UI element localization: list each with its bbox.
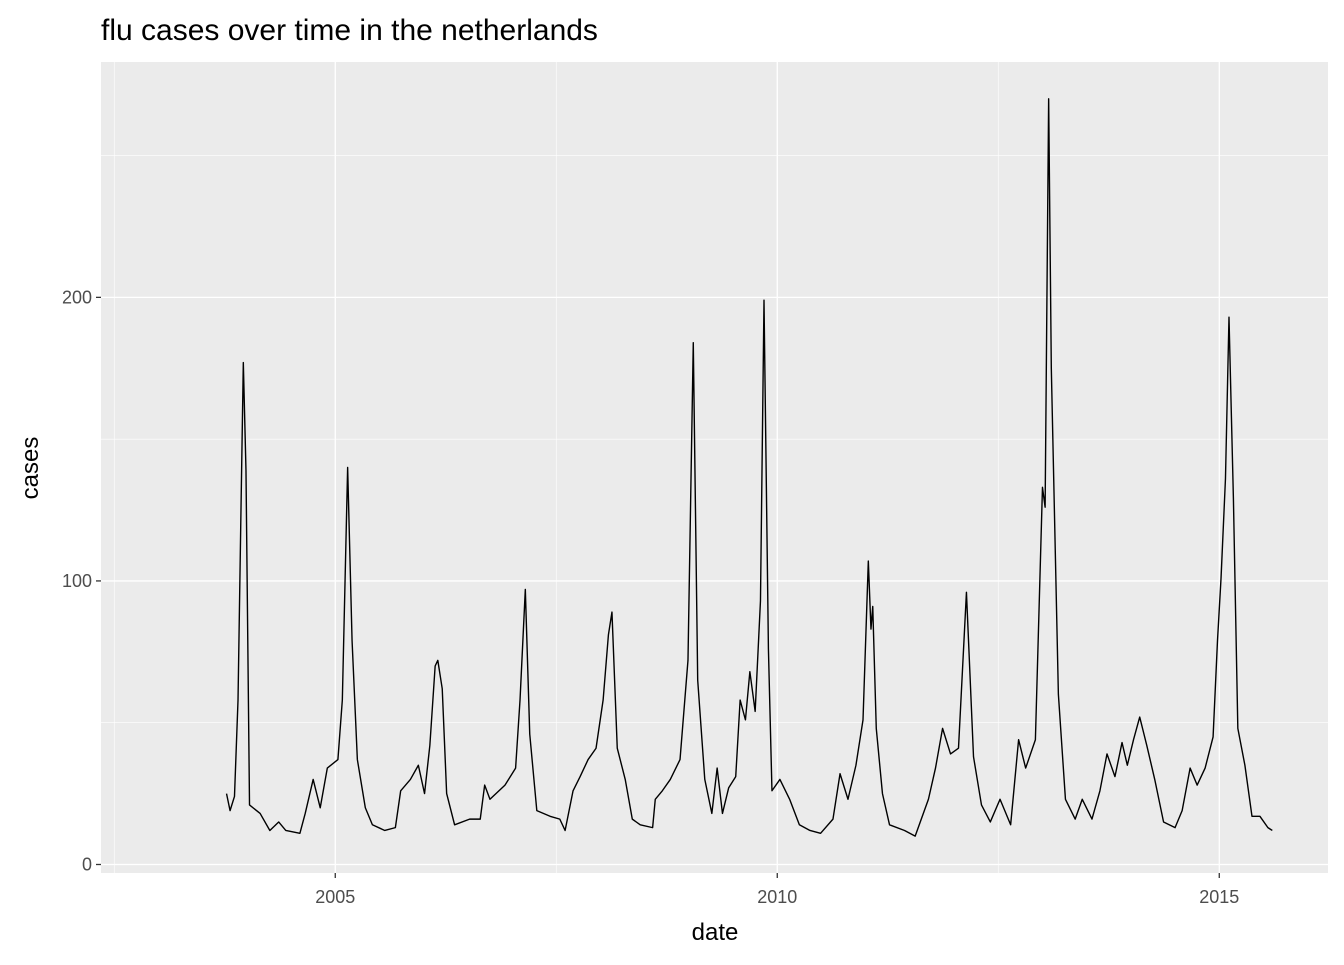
y-tick-label: 100	[62, 571, 92, 591]
chart-title: flu cases over time in the netherlands	[101, 14, 598, 47]
x-tick-label: 2005	[315, 887, 355, 907]
y-tick-label: 0	[82, 854, 92, 874]
y-tick-label: 200	[62, 287, 92, 307]
line	[225, 98, 1273, 837]
x-tick-label: 2010	[757, 887, 797, 907]
x-tick-label: 2015	[1199, 887, 1239, 907]
panel	[101, 62, 1328, 873]
y-axis-title: cases	[17, 437, 44, 500]
x-axis-title: date	[692, 919, 739, 946]
